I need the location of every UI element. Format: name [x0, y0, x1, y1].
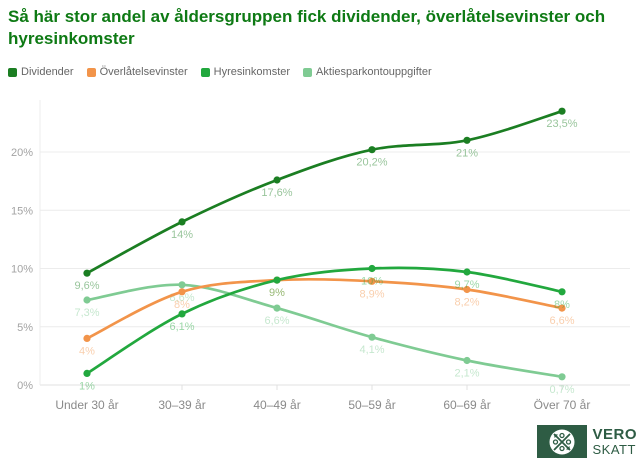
- series-line-hyresinkomster: [85, 266, 564, 375]
- data-label-hyresinkomster-2: 9%: [269, 287, 285, 299]
- data-point--verl-telsevinster-4[interactable]: [463, 285, 471, 294]
- legend-label: Aktiesparkontouppgifter: [316, 66, 432, 78]
- data-point-hyresinkomster-4[interactable]: [463, 268, 471, 276]
- data-label-aktiesparkontouppgifter-5: 0,7%: [549, 384, 574, 396]
- data-point-hyresinkomster-5[interactable]: [558, 288, 566, 296]
- vero-emblem-box: [537, 425, 588, 458]
- data-point-hyresinkomster-0[interactable]: [83, 369, 91, 377]
- series-line-aktiesparkontouppgifter: [85, 283, 564, 379]
- data-label--verl-telsevinster-2: 9%: [269, 287, 285, 299]
- data-point-aktiesparkontouppgifter-5[interactable]: [558, 373, 566, 381]
- data-point-aktiesparkontouppgifter-0[interactable]: [83, 296, 91, 304]
- data-point-hyresinkomster-1[interactable]: [178, 310, 186, 318]
- data-label-hyresinkomster-0: 1%: [79, 380, 95, 392]
- legend-swatch-aktiesparkontouppgifter: [303, 67, 313, 77]
- vero-logo: VERO SKATT: [537, 425, 637, 458]
- x-axis-tick-label: 30–39 år: [158, 398, 205, 412]
- y-axis-tick-label: 10%: [11, 264, 33, 276]
- legend-swatch-hyresinkomster: [200, 67, 210, 77]
- legend-item-dividender[interactable]: Dividender: [8, 66, 74, 78]
- vero-logo-text: VERO SKATT: [592, 427, 637, 456]
- data-point-aktiesparkontouppgifter-2[interactable]: [273, 304, 281, 312]
- legend-label: Dividender: [21, 66, 74, 78]
- data-point-hyresinkomster-3[interactable]: [368, 264, 376, 273]
- data-label-aktiesparkontouppgifter-4: 2,1%: [454, 368, 479, 380]
- legend: Dividender Överlåtelsevinster Hyresinkom…: [8, 66, 432, 78]
- data-label--verl-telsevinster-4: 8,2%: [454, 297, 479, 309]
- data-point-dividender-2[interactable]: [273, 176, 281, 184]
- data-label-dividender-1: 14%: [171, 229, 193, 241]
- data-point--verl-telsevinster-1[interactable]: [178, 288, 186, 296]
- data-label--verl-telsevinster-3: 8,9%: [359, 288, 384, 300]
- data-point-dividender-3[interactable]: [368, 146, 376, 154]
- data-point-dividender-5[interactable]: [558, 107, 566, 115]
- data-label-dividender-2: 17,6%: [261, 187, 292, 199]
- data-point-aktiesparkontouppgifter-1[interactable]: [178, 281, 186, 289]
- data-label-aktiesparkontouppgifter-2: 6,6%: [264, 315, 289, 327]
- data-label-aktiesparkontouppgifter-0: 7,3%: [74, 307, 99, 319]
- y-axis-tick-label: 0%: [17, 380, 33, 392]
- data-point-aktiesparkontouppgifter-4[interactable]: [463, 356, 471, 365]
- data-label-aktiesparkontouppgifter-3: 4,1%: [359, 344, 384, 356]
- vero-logo-line1: VERO: [592, 426, 637, 443]
- data-point--verl-telsevinster-3[interactable]: [368, 277, 376, 285]
- y-axis-tick-label: 20%: [11, 147, 33, 159]
- data-label-dividender-0: 9,6%: [74, 280, 99, 292]
- series-line--verl-telsevinster: [85, 277, 564, 340]
- data-label-dividender-3: 20,2%: [356, 157, 387, 169]
- legend-swatch-overlatelsevinster: [86, 67, 96, 77]
- data-label-dividender-5: 23,5%: [546, 118, 577, 130]
- data-point-hyresinkomster-2[interactable]: [273, 276, 281, 284]
- data-label--verl-telsevinster-0: 4%: [79, 345, 95, 357]
- chart-title: Så här stor andel av åldersgruppen fick …: [8, 7, 606, 49]
- data-label-hyresinkomster-5: 8%: [554, 299, 570, 311]
- x-axis-tick-label: 40–49 år: [253, 398, 300, 412]
- vero-logo-line2: SKATT: [592, 442, 636, 457]
- data-point-aktiesparkontouppgifter-3[interactable]: [368, 333, 376, 341]
- data-label--verl-telsevinster-1: 8%: [174, 299, 190, 311]
- legend-item-hyresinkomster[interactable]: Hyresinkomster: [200, 66, 291, 78]
- y-axis-tick-label: 15%: [11, 205, 33, 217]
- series-line-dividender: [85, 109, 564, 275]
- legend-item-overlatelsevinster[interactable]: Överlåtelsevinster: [86, 66, 188, 78]
- data-label--verl-telsevinster-5: 6,6%: [549, 315, 574, 327]
- legend-swatch-dividender: [8, 67, 17, 77]
- data-point--verl-telsevinster-5[interactable]: [558, 304, 566, 312]
- data-label-hyresinkomster-4: 9,7%: [454, 279, 479, 291]
- data-label-dividender-4: 21%: [456, 147, 478, 159]
- y-axis-tick-label: 5%: [17, 322, 33, 334]
- legend-label: Hyresinkomster: [213, 66, 291, 78]
- data-point-dividender-1[interactable]: [178, 218, 186, 226]
- legend-item-aktiesparkontouppgifter[interactable]: Aktiesparkontouppgifter: [303, 66, 432, 78]
- data-point--verl-telsevinster-0[interactable]: [83, 334, 91, 342]
- legend-label: Överlåtelsevinster: [99, 66, 188, 78]
- x-axis-tick-label: Under 30 år: [55, 398, 118, 412]
- data-label-hyresinkomster-1: 6,1%: [169, 321, 194, 333]
- vero-emblem-icon: [549, 429, 575, 454]
- x-axis-tick-label: Över 70 år: [534, 398, 591, 412]
- x-axis-tick-label: 60–69 år: [443, 398, 490, 412]
- data-point-dividender-4[interactable]: [463, 136, 471, 144]
- data-label-hyresinkomster-3: 10%: [361, 276, 383, 288]
- data-point-dividender-0[interactable]: [83, 269, 91, 277]
- x-axis-tick-label: 50–59 år: [348, 398, 395, 412]
